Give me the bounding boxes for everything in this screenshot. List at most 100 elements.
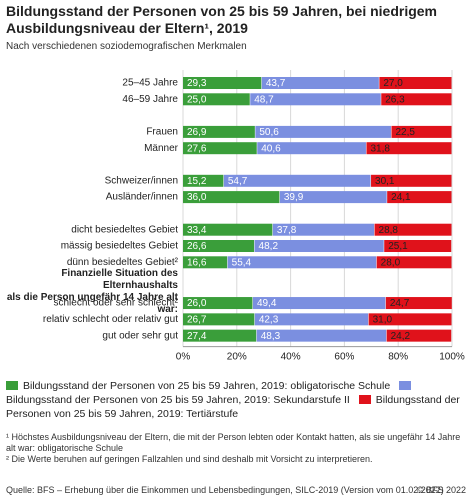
chart-subtitle: Nach verschiedenen soziodemografischen M… bbox=[6, 41, 247, 52]
value-label: 26,0 bbox=[187, 298, 207, 309]
value-label: 31,0 bbox=[373, 314, 393, 325]
value-label: 27,0 bbox=[383, 78, 403, 89]
source: Quelle: BFS – Erhebung über die Einkomme… bbox=[6, 485, 444, 495]
chart: 0% 20% 40% 60% 80% 100% 25–45 Jahre 29,3 43,7 27,… bbox=[43, 70, 465, 362]
legend-item: Bildungsstand der Personen von 25 bis 59… bbox=[6, 380, 390, 392]
bar-segment bbox=[386, 329, 452, 342]
y-tick-label: Ausländer/innen bbox=[106, 192, 178, 203]
value-label: 55,4 bbox=[232, 257, 252, 268]
value-label: 28,0 bbox=[381, 257, 401, 268]
footnote: ¹ Höchstes Ausbildungsniveau der Eltern,… bbox=[6, 432, 461, 453]
value-label: 40,6 bbox=[261, 143, 281, 154]
y-tick-label: gut oder sehr gut bbox=[102, 330, 178, 341]
bar-segment bbox=[391, 125, 452, 138]
x-tick-label: 0% bbox=[176, 351, 191, 362]
value-label: 27,4 bbox=[187, 331, 207, 342]
bar-segment bbox=[250, 93, 381, 106]
group-heading: Finanzielle Situation des Elternhaushalt… bbox=[6, 268, 178, 316]
bar-segment bbox=[368, 313, 452, 326]
legend-swatch bbox=[399, 381, 412, 390]
legend-label: Bildungsstand der Personen von 25 bis 59… bbox=[23, 380, 391, 392]
bar-segment bbox=[376, 256, 452, 269]
value-label: 25,1 bbox=[388, 241, 408, 252]
y-tick-label: mässig besiedeltes Gebiet bbox=[61, 241, 179, 252]
bar-segment bbox=[272, 223, 375, 236]
value-label: 39,9 bbox=[284, 192, 304, 203]
value-label: 36,0 bbox=[187, 192, 207, 203]
value-label: 27,6 bbox=[187, 143, 207, 154]
y-tick-label: 46–59 Jahre bbox=[122, 94, 178, 105]
bar-segment bbox=[183, 142, 257, 155]
bar-segment bbox=[183, 93, 250, 106]
legend-swatch bbox=[6, 381, 18, 390]
value-label: 15,2 bbox=[187, 176, 207, 187]
value-label: 24,1 bbox=[391, 192, 411, 203]
bar-segment bbox=[387, 191, 452, 204]
value-label: 24,7 bbox=[390, 298, 410, 309]
value-label: 31,8 bbox=[370, 143, 390, 154]
bar-segment bbox=[183, 256, 228, 269]
chart-title: Bildungsstand der Personen von 25 bis 59… bbox=[6, 3, 438, 36]
value-label: 29,3 bbox=[187, 78, 207, 89]
value-label: 26,9 bbox=[187, 127, 207, 138]
bar-segment bbox=[384, 240, 452, 252]
legend-item: Bildungsstand der Personen von 25 bis 59… bbox=[6, 394, 460, 420]
value-label: 26,6 bbox=[187, 241, 207, 252]
bar-segment bbox=[254, 240, 384, 252]
bar-segment bbox=[366, 142, 452, 155]
y-tick-label: dicht besiedeltes Gebiet bbox=[71, 224, 178, 235]
bar-segment bbox=[183, 174, 224, 187]
credit: © BFS 2022 bbox=[416, 485, 466, 495]
bar-segment bbox=[183, 77, 262, 89]
value-label: 48,7 bbox=[254, 94, 274, 105]
bar-segment bbox=[379, 77, 452, 89]
x-tick-label: 20% bbox=[227, 351, 247, 362]
bar-segment bbox=[385, 297, 452, 310]
bar-segment bbox=[183, 313, 255, 326]
x-tick-label: 100% bbox=[439, 351, 465, 362]
value-label: 16,6 bbox=[187, 257, 207, 268]
y-tick-label: Schweizer/innen bbox=[105, 175, 178, 186]
footnote: ² Die Werte beruhen auf geringen Fallzah… bbox=[6, 454, 373, 464]
legend-swatch bbox=[358, 395, 371, 404]
y-tick-label: dünn besiedeltes Gebiet² bbox=[67, 257, 179, 268]
bar-segment bbox=[227, 256, 377, 269]
y-tick-label: relativ schlecht oder relativ gut bbox=[43, 314, 178, 325]
bar-segment bbox=[183, 125, 255, 138]
bar-segment bbox=[279, 191, 387, 204]
legend-label: Bildungsstand der Personen von 25 bis 59… bbox=[6, 394, 460, 420]
value-label: 30,1 bbox=[375, 176, 395, 187]
bar-segment bbox=[374, 223, 452, 236]
value-label: 25,0 bbox=[187, 94, 207, 105]
value-label: 49,4 bbox=[257, 298, 277, 309]
bar-segment bbox=[252, 297, 386, 310]
bar-segment bbox=[261, 77, 379, 89]
bar-segment bbox=[381, 93, 452, 106]
y-tick-label: Frauen bbox=[146, 127, 178, 138]
bar-segment bbox=[257, 142, 366, 155]
bar-segment bbox=[183, 191, 280, 204]
y-tick-label: schlecht oder sehr schlecht² bbox=[53, 298, 178, 309]
bar-segment bbox=[183, 297, 253, 310]
value-label: 22,5 bbox=[395, 127, 415, 138]
x-tick-label: 80% bbox=[388, 351, 408, 362]
x-tick-label: 40% bbox=[281, 351, 301, 362]
legend: Bildungsstand der Personen von 25 bis 59… bbox=[6, 379, 468, 421]
bar-segment bbox=[256, 329, 387, 342]
footnotes: ¹ Höchstes Ausbildungsniveau der Eltern,… bbox=[6, 432, 468, 465]
bar-segment bbox=[255, 125, 391, 138]
bar-segment bbox=[254, 313, 369, 326]
value-label: 48,2 bbox=[259, 241, 279, 252]
bar-segment bbox=[183, 329, 257, 342]
bar-segment bbox=[223, 174, 371, 187]
value-label: 28,8 bbox=[379, 225, 399, 236]
value-label: 26,3 bbox=[385, 94, 405, 105]
bar-segment bbox=[371, 174, 452, 187]
value-label: 26,7 bbox=[187, 314, 207, 325]
legend-item: Bildungsstand der Personen von 25 bis 59… bbox=[6, 380, 416, 406]
value-label: 24,2 bbox=[391, 331, 411, 342]
value-label: 54,7 bbox=[228, 176, 248, 187]
value-label: 37,8 bbox=[277, 225, 297, 236]
value-label: 50,6 bbox=[259, 127, 279, 138]
y-tick-label: 25–45 Jahre bbox=[122, 78, 178, 89]
